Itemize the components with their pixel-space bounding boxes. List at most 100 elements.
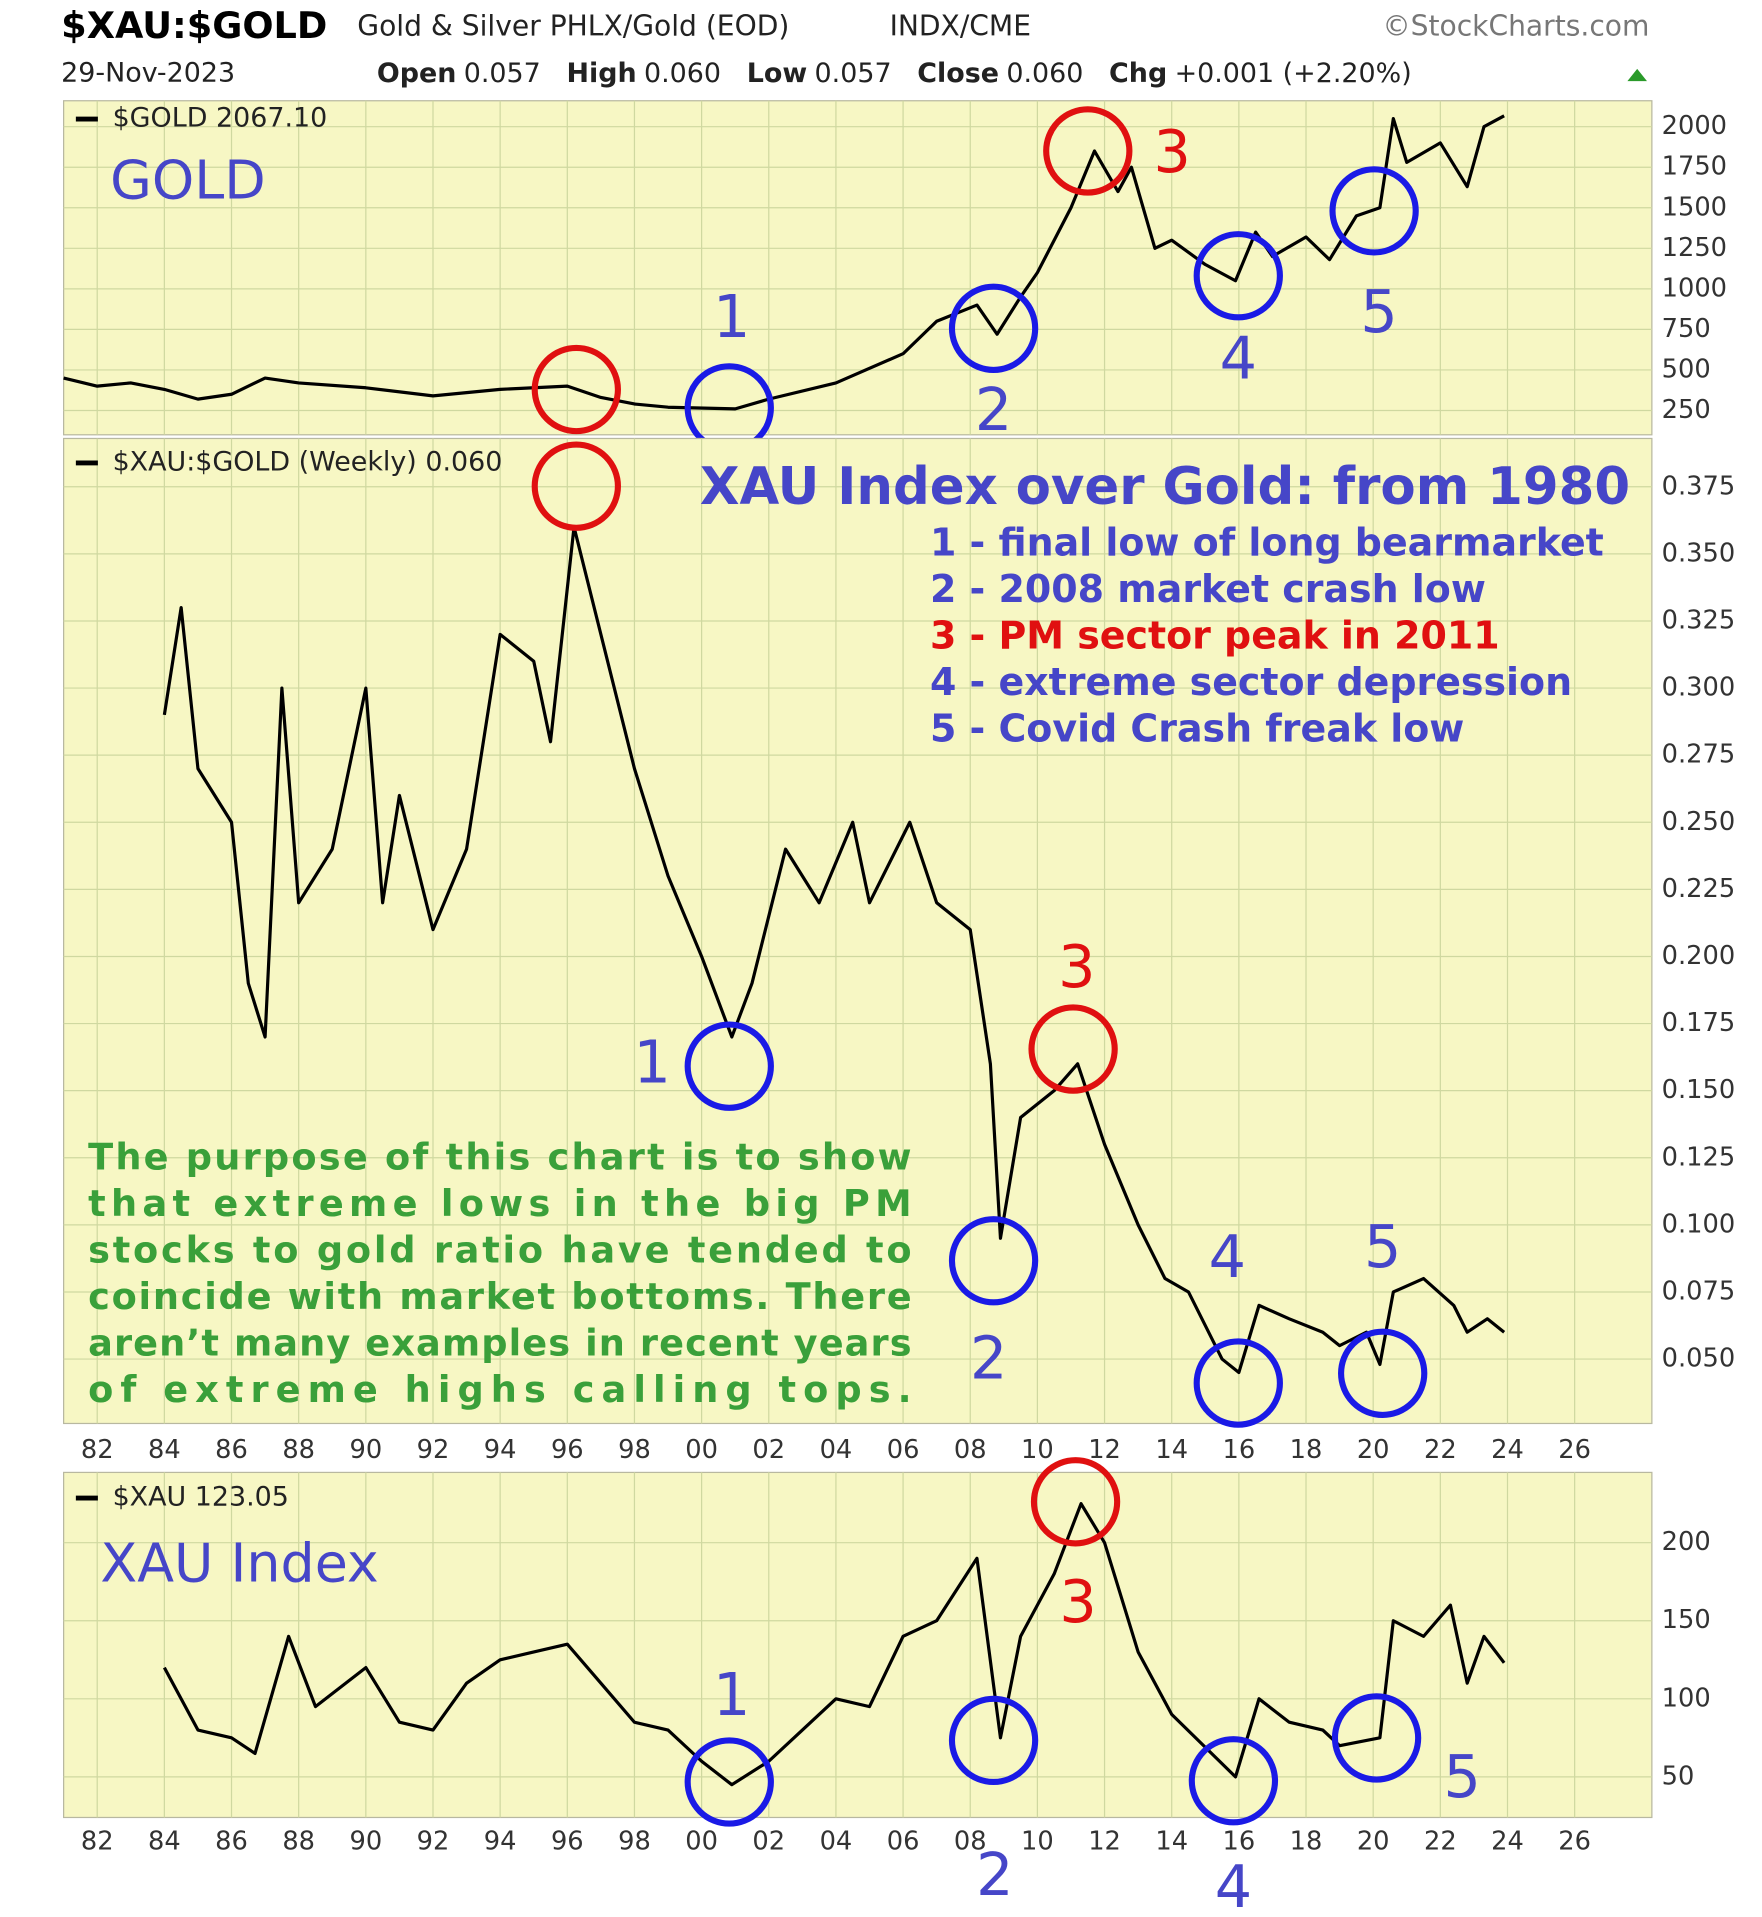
- note: 2 - 2008 market crash low: [930, 567, 1486, 611]
- x-tick-label: 12: [1088, 1826, 1121, 1856]
- annotation-label: 5: [1444, 1742, 1481, 1811]
- up-arrow: [1627, 68, 1647, 82]
- x-tick-label: 88: [282, 1826, 315, 1856]
- y-tick-label: 750: [1662, 314, 1711, 344]
- y-tick-label: 0.275: [1662, 740, 1736, 770]
- annotation-label: 1: [713, 1660, 750, 1729]
- y-tick-label: 50: [1662, 1761, 1695, 1791]
- y-tick-label: 0.375: [1662, 471, 1736, 501]
- highlight-circle: [531, 441, 621, 531]
- x-tick-label: 20: [1357, 1826, 1390, 1856]
- x-tick-label: 06: [887, 1826, 920, 1856]
- quote-value: 0.057: [464, 57, 541, 88]
- y-tick-label: 0.200: [1662, 941, 1736, 971]
- x-tick-label: 00: [685, 1435, 718, 1465]
- highlight-circle: [1188, 1736, 1279, 1826]
- x-tick-label: 02: [752, 1826, 785, 1856]
- x-tick-label: 04: [820, 1826, 853, 1856]
- highlight-circle: [1193, 231, 1283, 321]
- commentary-line: The purpose of this chart is to show: [88, 1136, 911, 1179]
- annotation-label: 5: [1364, 1212, 1401, 1281]
- quote-label: Low: [747, 57, 807, 88]
- annotation-label: 2: [976, 1840, 1013, 1909]
- panel-label: XAU Index: [100, 1531, 378, 1594]
- annotation-label: 3: [1059, 1567, 1096, 1636]
- x-tick-label: 24: [1491, 1435, 1524, 1465]
- commentary-line: of extreme highs calling tops.: [88, 1368, 911, 1411]
- chart-title: $XAU:$GOLD: [61, 4, 327, 47]
- legend-label: $XAU:$GOLD (Weekly) 0.060: [113, 446, 503, 477]
- x-tick-label: 08: [954, 1826, 987, 1856]
- y-tick-label: 0.325: [1662, 605, 1736, 635]
- x-tick-label: 96: [551, 1826, 584, 1856]
- exchange: INDX/CME: [890, 9, 1031, 42]
- highlight-circle: [948, 1216, 1039, 1306]
- y-tick-label: 500: [1662, 354, 1711, 384]
- y-tick-label: 200: [1662, 1527, 1711, 1557]
- y-tick-label: 1250: [1662, 233, 1727, 263]
- x-tick-label: 18: [1290, 1435, 1323, 1465]
- x-tick-label: 00: [685, 1826, 718, 1856]
- panel-label: GOLD: [110, 149, 266, 212]
- x-tick-label: 02: [752, 1435, 785, 1465]
- legend-label: $XAU 123.05: [113, 1482, 289, 1513]
- annotation-label: 3: [1154, 117, 1191, 186]
- highlight-circle: [948, 1695, 1039, 1786]
- highlight-circle: [684, 1737, 774, 1827]
- highlight-circle: [1030, 1457, 1121, 1547]
- y-tick-label: 0.250: [1662, 807, 1736, 837]
- note: 3 - PM sector peak in 2011: [930, 613, 1500, 657]
- date: 29-Nov-2023: [61, 57, 235, 88]
- x-tick-label: 86: [215, 1826, 248, 1856]
- x-tick-label: 90: [349, 1435, 382, 1465]
- x-tick-label: 22: [1424, 1826, 1457, 1856]
- x-tick-label: 98: [618, 1435, 651, 1465]
- annotation-label: 3: [1058, 932, 1095, 1001]
- y-tick-label: 0.175: [1662, 1008, 1736, 1038]
- highlight-circle: [1329, 166, 1419, 256]
- quote-label: Chg: [1109, 57, 1167, 88]
- x-tick-label: 12: [1088, 1435, 1121, 1465]
- source: ©StockCharts.com: [1383, 9, 1650, 42]
- highlight-circle: [684, 1021, 774, 1111]
- x-tick-label: 14: [1155, 1826, 1188, 1856]
- y-tick-label: 250: [1662, 395, 1711, 425]
- x-tick-label: 94: [484, 1435, 517, 1465]
- x-tick-label: 82: [81, 1826, 114, 1856]
- quote-label: Open: [377, 57, 457, 88]
- highlight-circle: [1028, 1004, 1118, 1094]
- x-tick-label: 82: [81, 1435, 114, 1465]
- y-tick-label: 0.150: [1662, 1075, 1736, 1105]
- quote: Open 0.057 High 0.060 Low 0.057 Close 0.060 …: [377, 57, 1412, 88]
- y-tick-label: 0.300: [1662, 673, 1736, 703]
- x-tick-label: 84: [148, 1826, 181, 1856]
- y-tick-label: 0.225: [1662, 874, 1736, 904]
- annotation-label: 2: [970, 1323, 1007, 1392]
- x-tick-label: 92: [417, 1826, 450, 1856]
- x-tick-label: 86: [215, 1435, 248, 1465]
- annotation-label: 4: [1209, 1222, 1246, 1291]
- x-tick-label: 92: [417, 1435, 450, 1465]
- quote-value: 0.060: [644, 57, 721, 88]
- y-tick-label: 0.350: [1662, 538, 1736, 568]
- quote-value: 0.060: [1006, 57, 1083, 88]
- x-tick-label: 94: [484, 1826, 517, 1856]
- x-tick-label: 98: [618, 1826, 651, 1856]
- annotation-label: 4: [1220, 324, 1257, 393]
- y-tick-label: 1000: [1662, 273, 1727, 303]
- legend-label: $GOLD 2067.10: [113, 103, 328, 134]
- note: 4 - extreme sector depression: [930, 660, 1572, 704]
- note: 1 - final low of long bearmarket: [930, 520, 1604, 564]
- y-tick-label: 100: [1662, 1683, 1711, 1713]
- x-tick-label: 24: [1491, 1826, 1524, 1856]
- annotation-label: 1: [634, 1027, 671, 1096]
- commentary-line: aren’t many examples in recent years: [88, 1322, 911, 1365]
- x-tick-label: 96: [551, 1435, 584, 1465]
- highlight-circle: [948, 283, 1039, 374]
- y-tick-label: 0.050: [1662, 1344, 1736, 1374]
- annotation-label: 2: [975, 375, 1012, 444]
- highlight-circle: [1338, 1328, 1428, 1418]
- note: 5 - Covid Crash freak low: [930, 706, 1464, 750]
- series-line: [162, 525, 1506, 1375]
